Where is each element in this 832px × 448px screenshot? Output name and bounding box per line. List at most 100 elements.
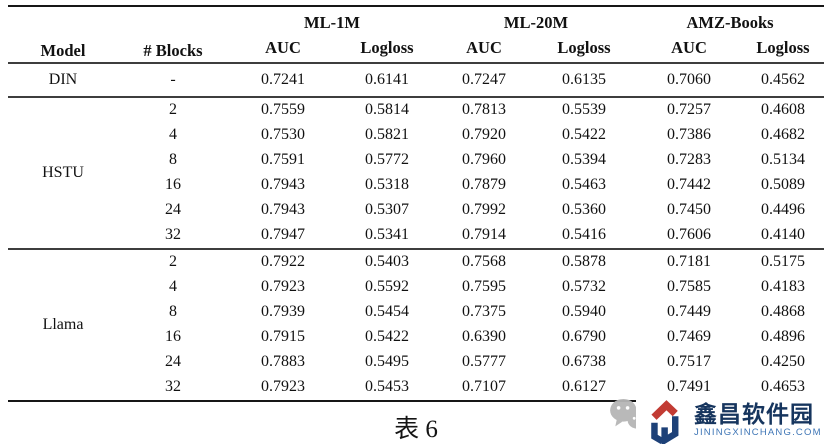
metric-cell: 0.7386 — [667, 126, 711, 144]
metric-cell: 0.5592 — [365, 278, 409, 296]
metric-cell: 0.7442 — [667, 176, 711, 194]
metric-cell: 0.7813 — [462, 101, 506, 119]
model-cell: HSTU — [42, 163, 84, 181]
results-table: Model # Blocks ML-1M ML-20M AMZ-Books AU… — [8, 5, 824, 402]
blocks-cell: 4 — [169, 278, 177, 296]
table-row: 4 0.7530 0.5821 0.7920 0.5422 0.7386 0.4682 — [8, 123, 824, 148]
metric-cell: 0.5463 — [562, 176, 606, 194]
metric-cell: 0.5422 — [365, 328, 409, 346]
metric-cell: 0.7241 — [261, 70, 305, 88]
blocks-cell: 16 — [165, 328, 181, 346]
model-cell: Llama — [42, 315, 84, 333]
header-group-amzbooks: AMZ-Books — [686, 13, 774, 33]
header-auc: AUC — [671, 37, 707, 57]
metric-cell: 0.4896 — [761, 328, 805, 346]
metric-cell: 0.6790 — [562, 328, 606, 346]
blocks-cell: 8 — [169, 303, 177, 321]
metric-cell: 0.7469 — [667, 328, 711, 346]
metric-cell: 0.7915 — [261, 328, 305, 346]
metric-cell: 0.5403 — [365, 253, 409, 271]
metric-cell: 0.4140 — [761, 226, 805, 244]
metric-cell: 0.7922 — [261, 253, 305, 271]
metric-cell: 0.5318 — [365, 176, 409, 194]
site-logo-icon — [651, 400, 679, 444]
metric-cell: 0.6141 — [365, 70, 409, 88]
blocks-cell: 32 — [165, 378, 181, 396]
metric-cell: 0.7181 — [667, 253, 711, 271]
metric-cell: 0.6127 — [562, 378, 606, 396]
header-logloss: Logloss — [756, 37, 810, 57]
metric-cell: 0.5495 — [365, 353, 409, 371]
table-row: 32 0.7923 0.5453 0.7107 0.6127 0.7491 0.4653 — [8, 375, 824, 401]
table-row: HSTU 2 0.7559 0.5814 0.7813 0.5539 0.7257 0.460… — [8, 97, 824, 181]
metric-cell: 0.6135 — [562, 70, 606, 88]
header-auc: AUC — [466, 37, 502, 57]
metric-cell: 0.5134 — [761, 151, 805, 169]
header-model: Model — [40, 41, 86, 61]
table-section-hstu: HSTU 2 0.7559 0.5814 0.7813 0.5539 0.7257 0.460… — [8, 97, 824, 249]
blocks-cell: 4 — [169, 126, 177, 144]
metric-cell: 0.4682 — [761, 126, 805, 144]
metric-cell: 0.7247 — [462, 70, 506, 88]
metric-cell: 0.5360 — [562, 201, 606, 219]
metric-cell: 0.4562 — [761, 70, 805, 88]
metric-cell: 0.7923 — [261, 378, 305, 396]
blocks-cell: 24 — [165, 201, 181, 219]
metric-cell: 0.6390 — [462, 328, 506, 346]
metric-cell: 0.7883 — [261, 353, 305, 371]
blocks-cell: 32 — [165, 226, 181, 244]
metric-cell: 0.5416 — [562, 226, 606, 244]
metric-cell: 0.7947 — [261, 226, 305, 244]
metric-cell: 0.5814 — [365, 101, 409, 119]
metric-cell: 0.5307 — [365, 201, 409, 219]
metric-cell: 0.7923 — [261, 278, 305, 296]
metric-cell: 0.7450 — [667, 201, 711, 219]
metric-cell: 0.7491 — [667, 378, 711, 396]
metric-cell: 0.4608 — [761, 101, 805, 119]
metric-cell: 0.7606 — [667, 226, 711, 244]
metric-cell: 0.7960 — [462, 151, 506, 169]
table-header: Model # Blocks ML-1M ML-20M AMZ-Books AU… — [8, 6, 824, 63]
site-logo-subtitle: JININGXINCHANG.COM — [694, 427, 822, 439]
metric-cell: 0.7591 — [261, 151, 305, 169]
blocks-cell: 24 — [165, 353, 181, 371]
metric-cell: 0.7595 — [462, 278, 506, 296]
site-logo-watermark: 鑫昌软件园 JININGXINCHANG.COM — [636, 392, 832, 448]
metric-cell: 0.7559 — [261, 101, 305, 119]
site-logo-title: 鑫昌软件园 — [694, 400, 814, 427]
model-cell: DIN — [48, 70, 78, 88]
metric-cell: 0.7943 — [261, 176, 305, 194]
table-row: 16 0.7915 0.5422 0.6390 0.6790 0.7469 0.4896 — [8, 325, 824, 350]
table-row: Llama 2 0.7922 0.5403 0.7568 0.5878 0.7181 0.51… — [8, 249, 824, 333]
metric-cell: 0.7992 — [462, 201, 506, 219]
header-blocks: # Blocks — [143, 41, 203, 61]
metric-cell: 0.7585 — [667, 278, 711, 296]
metric-cell: 0.5175 — [761, 253, 805, 271]
header-logloss: Logloss — [557, 37, 611, 57]
metric-cell: 0.7939 — [261, 303, 305, 321]
blocks-cell: 2 — [169, 101, 177, 119]
metric-cell: 0.5453 — [365, 378, 409, 396]
metric-cell: 0.5878 — [562, 253, 606, 271]
metric-cell: 0.5732 — [562, 278, 606, 296]
metric-cell: 0.7107 — [462, 378, 506, 396]
blocks-cell: 16 — [165, 176, 181, 194]
metric-cell: 0.5454 — [365, 303, 409, 321]
table-section-llama: Llama 2 0.7922 0.5403 0.7568 0.5878 0.7181 0.51… — [8, 249, 824, 401]
table-section-din: DIN - 0.7241 0.6141 0.7247 0.6135 0.7060 0.4562 — [8, 63, 824, 97]
metric-cell: 0.5394 — [562, 151, 606, 169]
table-row: 4 0.7923 0.5592 0.7595 0.5732 0.7585 0.4183 — [8, 275, 824, 300]
metric-cell: 0.7530 — [261, 126, 305, 144]
blocks-cell: 8 — [169, 151, 177, 169]
metric-cell: 0.7568 — [462, 253, 506, 271]
metric-cell: 0.4653 — [761, 378, 805, 396]
metric-cell: 0.7914 — [462, 226, 506, 244]
metric-cell: 0.7517 — [667, 353, 711, 371]
metric-cell: 0.7449 — [667, 303, 711, 321]
table-caption: 表 6 — [394, 416, 438, 443]
header-auc: AUC — [265, 37, 301, 57]
metric-cell: 0.5777 — [462, 353, 506, 371]
metric-cell: 0.4250 — [761, 353, 805, 371]
metric-cell: 0.7879 — [462, 176, 506, 194]
metric-cell: 0.5422 — [562, 126, 606, 144]
